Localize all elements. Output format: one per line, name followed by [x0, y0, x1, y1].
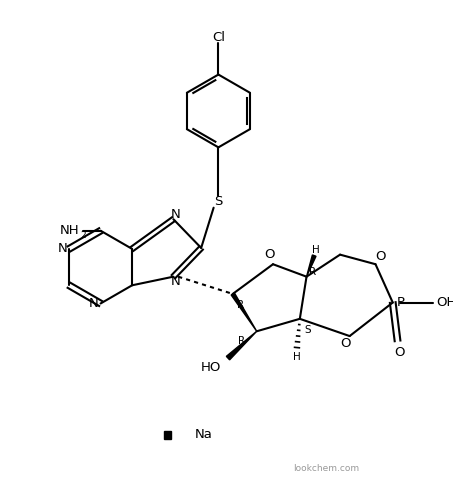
Text: R: R [237, 300, 244, 311]
Text: P: P [396, 296, 405, 309]
Text: H: H [312, 245, 320, 255]
Text: R: R [238, 336, 245, 346]
Text: 2: 2 [81, 231, 86, 240]
Text: Cl: Cl [212, 31, 225, 44]
Text: lookchem.com: lookchem.com [293, 464, 359, 473]
Text: N: N [170, 208, 180, 221]
Text: H: H [293, 352, 301, 362]
Text: O: O [375, 250, 386, 263]
Text: O: O [341, 337, 351, 350]
Text: S: S [214, 195, 222, 209]
Polygon shape [231, 293, 257, 331]
Bar [164, 431, 172, 439]
Text: O: O [394, 346, 405, 359]
Text: R: R [308, 267, 316, 277]
Text: OH: OH [436, 296, 453, 309]
Text: N: N [89, 297, 99, 310]
Polygon shape [307, 255, 316, 277]
Text: N: N [170, 275, 180, 288]
Text: S: S [304, 325, 311, 335]
Text: N: N [58, 243, 67, 255]
Text: HO: HO [201, 361, 221, 374]
Text: O: O [264, 248, 275, 261]
Text: Na: Na [194, 428, 212, 441]
Text: NH: NH [60, 224, 80, 237]
Polygon shape [226, 331, 257, 360]
